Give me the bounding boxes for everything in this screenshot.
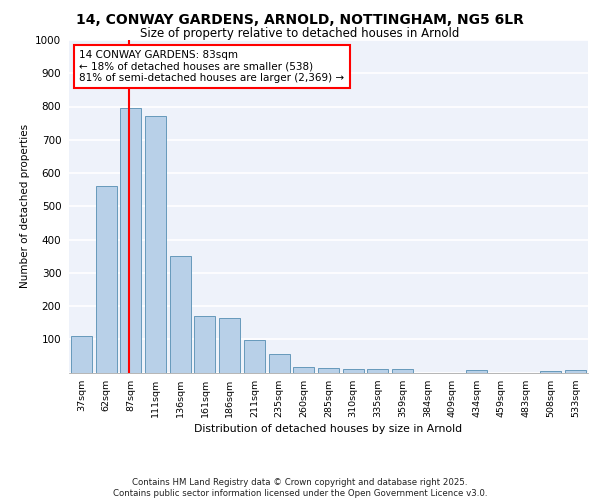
Y-axis label: Number of detached properties: Number of detached properties bbox=[20, 124, 29, 288]
Bar bbox=[194, 316, 215, 372]
Bar bbox=[367, 369, 388, 372]
Bar bbox=[541, 371, 562, 372]
Text: Contains HM Land Registry data © Crown copyright and database right 2025.
Contai: Contains HM Land Registry data © Crown c… bbox=[113, 478, 487, 498]
Bar bbox=[392, 369, 413, 372]
Bar bbox=[145, 116, 166, 372]
Bar bbox=[269, 354, 290, 372]
Bar bbox=[565, 370, 586, 372]
Text: 14, CONWAY GARDENS, ARNOLD, NOTTINGHAM, NG5 6LR: 14, CONWAY GARDENS, ARNOLD, NOTTINGHAM, … bbox=[76, 12, 524, 26]
Text: 14 CONWAY GARDENS: 83sqm
← 18% of detached houses are smaller (538)
81% of semi-: 14 CONWAY GARDENS: 83sqm ← 18% of detach… bbox=[79, 50, 344, 83]
Bar bbox=[219, 318, 240, 372]
Bar bbox=[318, 368, 339, 372]
Bar bbox=[95, 186, 116, 372]
Bar bbox=[293, 366, 314, 372]
Bar bbox=[466, 370, 487, 372]
Bar bbox=[170, 256, 191, 372]
Bar bbox=[120, 108, 141, 372]
Text: Size of property relative to detached houses in Arnold: Size of property relative to detached ho… bbox=[140, 28, 460, 40]
Bar bbox=[343, 368, 364, 372]
Bar bbox=[244, 340, 265, 372]
X-axis label: Distribution of detached houses by size in Arnold: Distribution of detached houses by size … bbox=[194, 424, 463, 434]
Bar bbox=[71, 336, 92, 372]
